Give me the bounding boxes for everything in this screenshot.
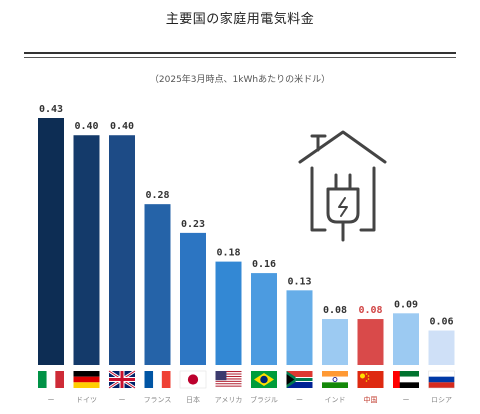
value-label: 0.13 — [287, 276, 311, 287]
bar — [393, 313, 419, 365]
category-label: ブラジル — [250, 395, 278, 404]
value-label: 0.06 — [429, 317, 453, 328]
chart-subtitle: （2025年3月時点、1kWhあたりの米ドル） — [149, 75, 331, 85]
bar — [322, 319, 348, 365]
house-plug-icon — [298, 130, 387, 242]
chart-title: 主要国の家庭用電気料金 — [165, 12, 315, 27]
category-label: 中国 — [364, 395, 378, 404]
category-label: 日本 — [186, 395, 200, 404]
usa-flag-icon — [215, 371, 242, 388]
south-africa-flag-icon — [286, 371, 313, 388]
title-divider — [24, 52, 456, 54]
bar — [251, 273, 277, 365]
category-label: インド — [325, 396, 346, 404]
category-label: ドイツ — [76, 396, 97, 404]
category-label: フランス — [144, 396, 172, 404]
uk-flag-icon — [108, 369, 136, 390]
category-label: ー — [296, 396, 303, 404]
france-flag-icon — [144, 371, 171, 388]
value-label: 0.28 — [145, 190, 169, 201]
category-label: ー — [119, 396, 126, 404]
value-label: 0.40 — [110, 121, 134, 132]
bar — [109, 135, 135, 365]
value-label: 0.08 — [323, 305, 347, 316]
value-label: 0.18 — [216, 248, 240, 259]
bar — [144, 204, 171, 365]
value-label: 0.16 — [252, 259, 276, 270]
india-flag-icon — [322, 371, 348, 388]
italy-flag-icon — [38, 371, 64, 388]
bar — [180, 232, 206, 365]
germany-flag-icon — [73, 371, 100, 388]
japan-flag-icon — [179, 370, 207, 389]
bar — [428, 330, 455, 365]
value-label: 0.09 — [394, 299, 418, 310]
bar — [357, 319, 384, 365]
category-label: ー — [403, 396, 410, 404]
value-label: 0.23 — [181, 219, 205, 230]
china-flag-icon — [357, 371, 384, 388]
category-label: ー — [48, 396, 55, 404]
uae-flag-icon — [393, 371, 419, 388]
brazil-flag-icon — [251, 371, 277, 388]
russia-flag-icon — [428, 370, 455, 389]
value-label: 0.43 — [39, 104, 63, 115]
category-label: ロシア — [431, 396, 452, 404]
value-label: 0.08 — [358, 305, 382, 316]
value-label: 0.40 — [74, 121, 98, 132]
bar — [215, 261, 242, 365]
title-divider-thin — [24, 57, 456, 58]
bar — [73, 135, 100, 365]
bar — [286, 290, 313, 365]
bar — [38, 118, 64, 365]
category-label: アメリカ — [215, 396, 243, 404]
